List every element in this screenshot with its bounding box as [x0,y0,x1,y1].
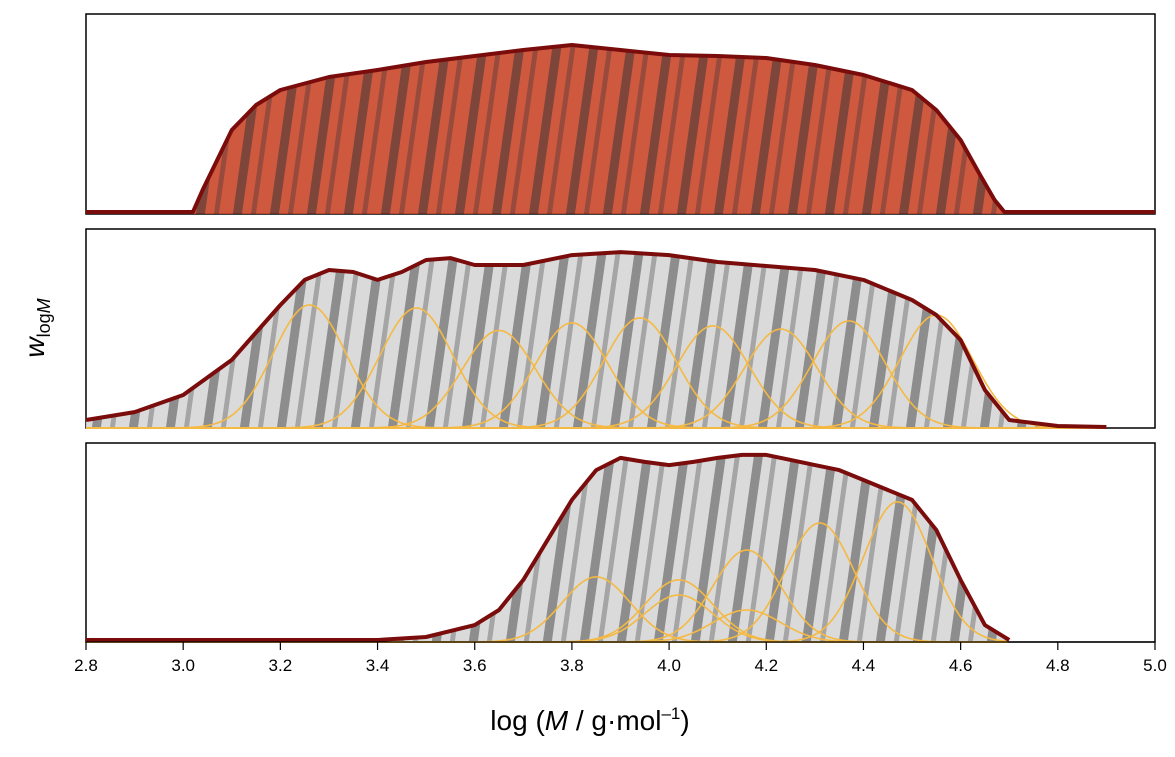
x-tick-label: 3.8 [560,656,584,675]
x-tick-label: 4.8 [1046,656,1070,675]
envelope-line [85,250,1107,429]
x-tick-label: 3.2 [269,656,293,675]
x-tick-label: 4.4 [852,656,876,675]
x-tick-label: 3.0 [171,656,195,675]
envelope-line [86,452,1011,642]
x-tick-label: 4.6 [949,656,973,675]
x-label-part: ) [680,705,689,736]
x-label-part: –1 [661,704,680,723]
photo-area [86,454,1010,642]
y-axis-label: wlogM [19,298,54,357]
y-label-part: log [34,313,54,337]
x-label-part: M [545,705,569,736]
x-label-part: / g·mol [568,705,661,736]
x-tick-label: 3.4 [366,656,390,675]
x-axis-label: log (M / g·mol–1) [490,704,689,736]
photo-area [86,252,1107,428]
photo-area [86,45,1155,214]
x-tick-label: 2.8 [74,656,98,675]
x-tick-label: 4.2 [754,656,778,675]
y-label-part: w [19,336,50,358]
x-label-part: log ( [490,705,545,736]
y-label-part: M [34,298,54,313]
x-tick-label: 4.0 [657,656,681,675]
x-tick-label: 5.0 [1143,656,1167,675]
envelope-line [86,43,1155,214]
x-tick-label: 3.6 [463,656,487,675]
